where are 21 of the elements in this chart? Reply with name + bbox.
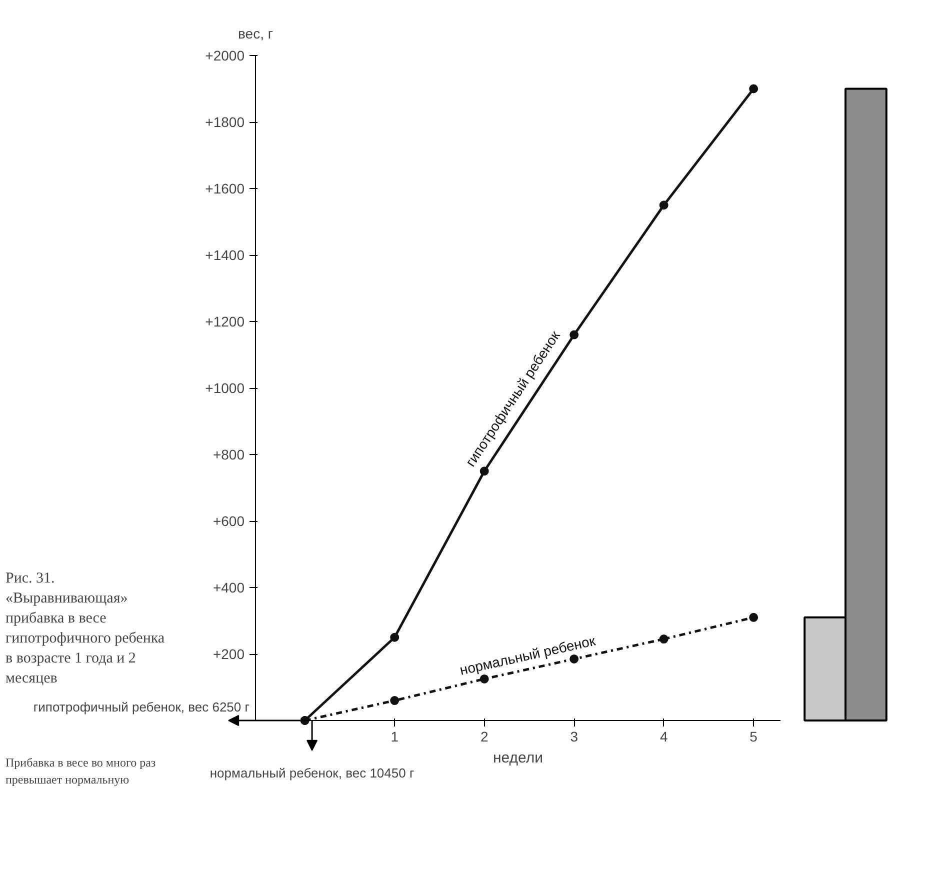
y-tick-label: +1800: [205, 114, 245, 130]
y-tick-label: +800: [212, 446, 245, 462]
y-axis-title: вес, г: [238, 26, 273, 42]
y-tick-label: +1200: [205, 314, 245, 330]
x-tick-label: 5: [750, 728, 758, 744]
y-tick-label: +1000: [205, 380, 245, 396]
annotation: гипотрофичный ребенок, вес 6250 г: [33, 700, 250, 714]
annotation: нормальный ребенок, вес 10450 г: [210, 766, 414, 780]
y-tick-label: +2000: [205, 48, 245, 64]
x-tick-label: 1: [390, 728, 399, 744]
y-tick-label: +400: [212, 580, 245, 596]
y-tick-label: +600: [212, 513, 245, 529]
x-tick-label: 2: [480, 728, 488, 744]
y-tick-label: +1600: [205, 180, 245, 196]
x-axis-title: недели: [492, 750, 544, 766]
x-tick-label: 3: [570, 728, 578, 744]
text: Рис. 31. «Выравнивающая» прибавка в весе гипотрофичного ребенка в возрасте 1 года и 2 месяцев: [6, 570, 165, 686]
x-tick-label: 4: [660, 728, 668, 744]
y-tick-label: +1400: [205, 247, 245, 263]
y-tick-label: +200: [212, 646, 245, 662]
text: Прибавка в весе во много раз превышает нормальную: [6, 756, 156, 786]
